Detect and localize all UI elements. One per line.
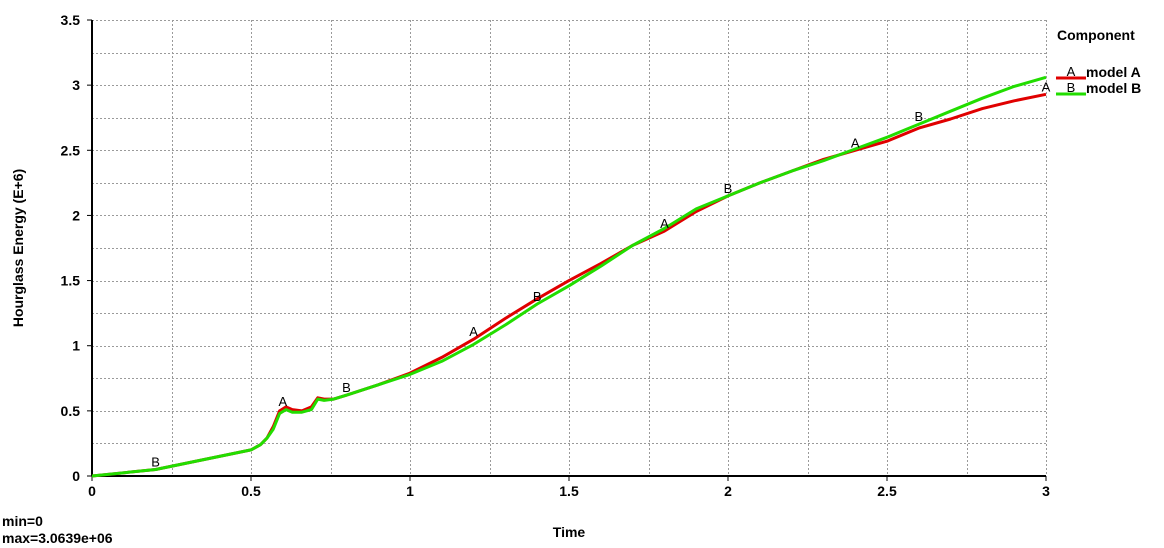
series-marker-b: B — [342, 380, 351, 395]
series-marker-b: B — [914, 109, 923, 124]
grid — [92, 20, 1047, 476]
max-value-text: max=3.0639e+06 — [2, 530, 113, 546]
series-marker-a: A — [660, 216, 669, 231]
x-axis-label: Time — [553, 524, 586, 540]
series-markers: A A A A A B B B B B — [151, 79, 1050, 469]
min-value-text: min=0 — [2, 513, 43, 529]
x-tick-label: 1 — [406, 483, 414, 499]
y-tick-label: 1.5 — [61, 273, 81, 289]
y-axis-label: Hourglass Energy (E+6) — [10, 169, 26, 327]
legend-label-2: model B — [1086, 80, 1141, 96]
series-marker-b: B — [151, 454, 160, 469]
series-marker-a: A — [469, 324, 478, 339]
x-tick-labels: 0 0.5 1 1.5 2 2.5 3 — [88, 476, 1050, 499]
x-tick-label: 2.5 — [877, 483, 897, 499]
legend-marker-a: A — [1067, 64, 1076, 79]
series-marker-a: A — [1042, 79, 1051, 94]
y-tick-labels: 0 0.5 1 1.5 2 2.5 3 3.5 — [61, 12, 92, 484]
legend-title: Component — [1057, 27, 1135, 43]
y-tick-label: 3 — [72, 77, 80, 93]
x-tick-label: 2 — [724, 483, 732, 499]
x-tick-label: 0 — [88, 483, 96, 499]
y-tick-label: 3.5 — [61, 12, 81, 28]
series-lines — [91, 75, 1047, 478]
y-tick-label: 0.5 — [61, 403, 81, 419]
series-marker-a: A — [851, 135, 860, 150]
x-tick-label: 0.5 — [241, 483, 261, 499]
x-tick-label: 3 — [1042, 483, 1050, 499]
y-tick-label: 2 — [72, 207, 80, 223]
series-marker-a: A — [278, 394, 287, 409]
y-tick-label: 1 — [72, 338, 80, 354]
legend-label-1: model A — [1086, 64, 1141, 80]
series-line-2 — [91, 75, 1047, 478]
x-tick-label: 1.5 — [559, 483, 579, 499]
series-marker-b: B — [533, 289, 542, 304]
y-tick-label: 2.5 — [61, 142, 81, 158]
legend-marker-b: B — [1067, 80, 1076, 95]
y-tick-label: 0 — [72, 468, 80, 484]
series-marker-b: B — [724, 181, 733, 196]
